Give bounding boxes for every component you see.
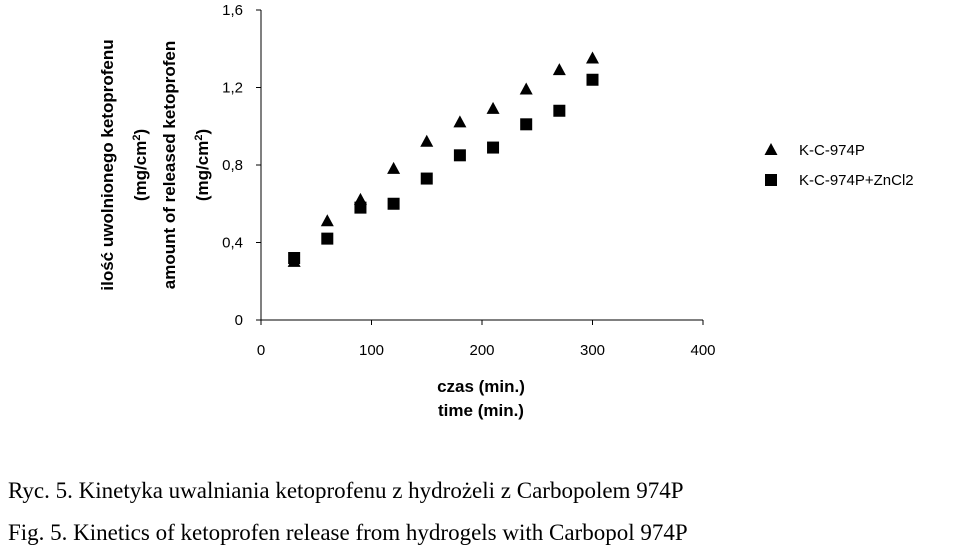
y-tick-label: 1,2 (222, 80, 243, 97)
data-point-triangle (486, 101, 500, 114)
x-tick-label: 100 (359, 342, 384, 359)
y-tick-label: 0,8 (222, 157, 243, 174)
data-point-triangle (387, 161, 401, 174)
figure-caption-polish: Ryc. 5. Kinetyka uwalniania ketoprofenu … (8, 478, 684, 503)
x-axis-title-pl: czas (min.) (437, 377, 525, 396)
y-axis-title-pl-line2: (mg/cm2) (131, 129, 150, 201)
legend-label: K-C-974P+ZnCl2 (799, 172, 914, 189)
y-axis-title-en-unit: (mg/cm (193, 141, 212, 201)
y-axis-title-en-line2: (mg/cm2) (193, 129, 212, 201)
legend-label: K-C-974P (799, 142, 865, 159)
data-markers (287, 51, 599, 267)
legend-square-icon (765, 174, 777, 186)
y-axis-title-pl-superscript: 2 (131, 135, 143, 141)
y-axis-title-en-line1: amount of released ketoprofen (160, 41, 179, 289)
data-point-triangle (519, 82, 533, 95)
y-axis-title-pl-unit: (mg/cm (131, 141, 150, 201)
x-tick-label: 300 (580, 342, 605, 359)
release-kinetics-chart: ilość uwolnionego ketoprofenu (mg/cm2) amo… (98, 2, 914, 420)
data-point-triangle (453, 115, 467, 128)
data-point-triangle (586, 51, 599, 64)
y-axis-title-en-group: amount of released ketoprofen (mg/cm2) (160, 41, 212, 289)
y-axis-title-pl-line1: ilość uwolnionego ketoprofenu (98, 39, 117, 290)
x-tick-label: 200 (469, 342, 494, 359)
y-tick-label: 0 (235, 312, 243, 329)
data-point-triangle (552, 63, 566, 76)
data-point-square (487, 141, 500, 154)
y-axis-title: ilość uwolnionego ketoprofenu (mg/cm2) amo… (98, 39, 212, 290)
tick-labels: 0 0,4 0,8 1,2 1,6 0 100 200 300 400 (222, 2, 715, 359)
data-point-triangle (320, 214, 334, 227)
y-axis-title-en-unit-close: ) (193, 129, 212, 135)
data-point-square (321, 232, 334, 245)
y-axis-title-en-superscript: 2 (193, 135, 205, 141)
y-axis-title-pl-group: ilość uwolnionego ketoprofenu (mg/cm2) (98, 39, 150, 290)
data-point-square (553, 104, 566, 117)
figure-caption-english: Fig. 5. Kinetics of ketoprofen release f… (8, 520, 688, 545)
data-point-triangle (420, 134, 434, 147)
x-tick-label: 0 (257, 342, 265, 359)
data-point-triangle (353, 192, 367, 205)
legend: K-C-974P K-C-974P+ZnCl2 (764, 142, 914, 189)
x-tick-label: 400 (690, 342, 715, 359)
axes (256, 9, 704, 325)
data-point-square (453, 149, 466, 162)
y-tick-label: 1,6 (222, 2, 243, 19)
x-axis-title-en: time (min.) (438, 401, 524, 420)
data-point-square (387, 197, 400, 210)
y-tick-label: 0,4 (222, 235, 243, 252)
data-point-square (520, 118, 533, 131)
data-point-square (420, 172, 433, 185)
y-axis-title-pl-unit-close: ) (131, 129, 150, 135)
data-point-triangle (287, 254, 301, 267)
data-point-square (586, 73, 599, 86)
legend-triangle-icon (764, 143, 778, 155)
